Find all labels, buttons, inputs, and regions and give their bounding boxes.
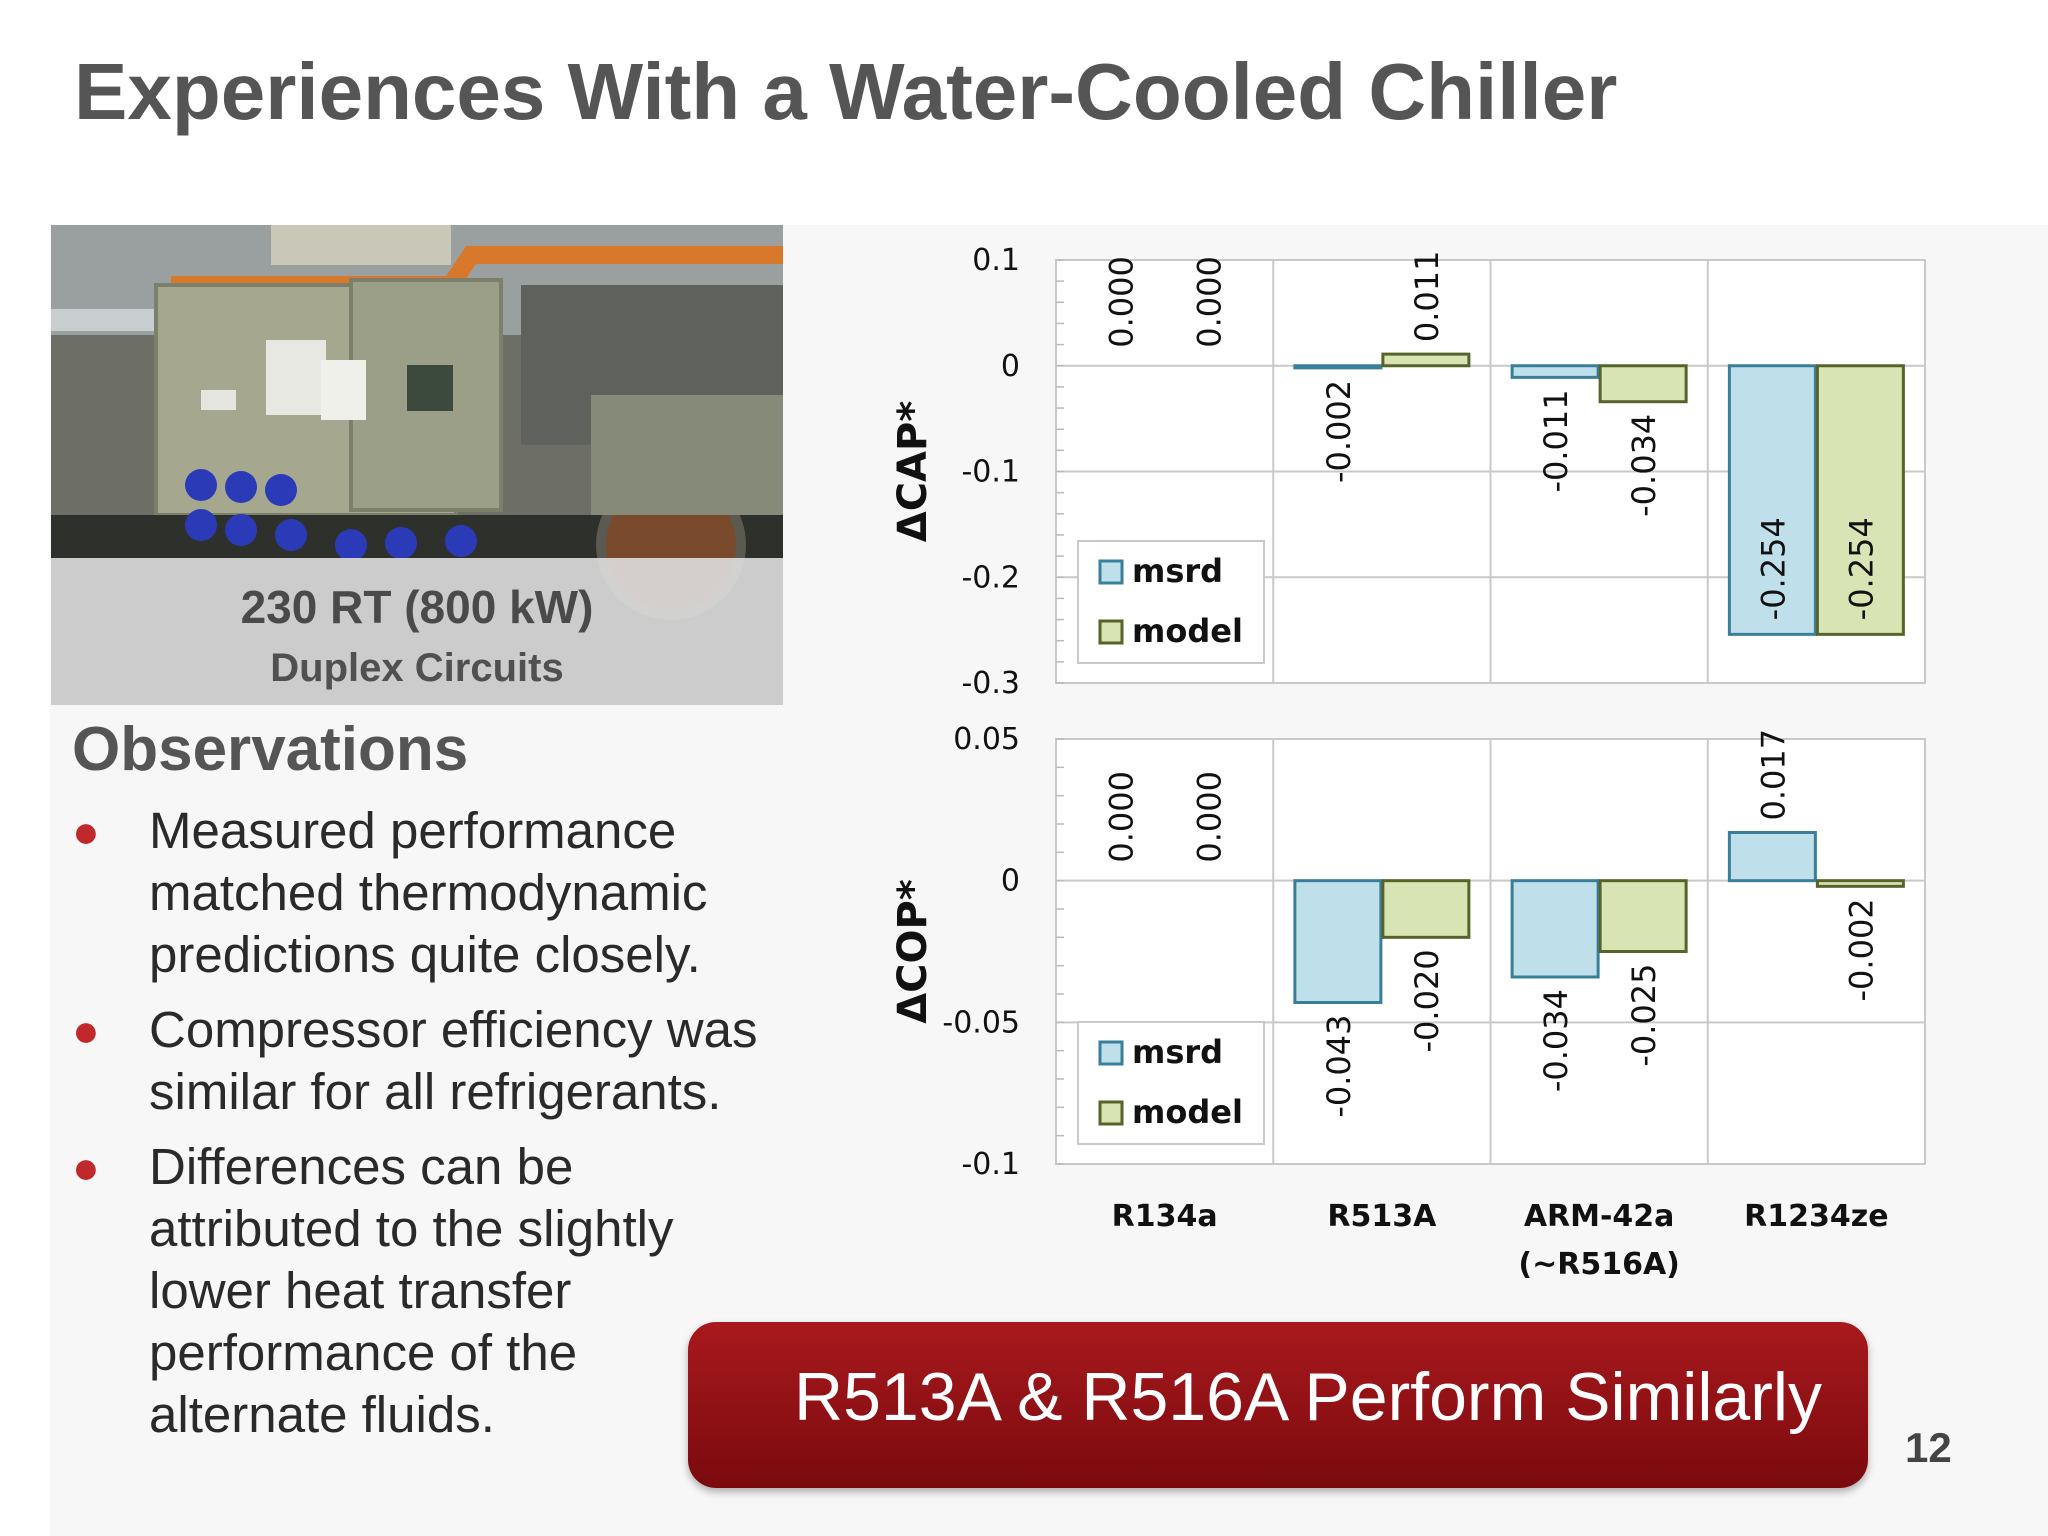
y-tick-label: -0.1 [961, 455, 1020, 490]
x-tick-label: R134a [1112, 1199, 1218, 1234]
observation-text: Differences can be attributed to the sli… [149, 1138, 674, 1443]
data-label: -0.002 [1320, 380, 1358, 483]
bar-model [1598, 364, 1688, 404]
bar-msrd [1293, 364, 1383, 370]
bar-msrd [1293, 879, 1383, 1005]
observations-heading: Observations [72, 715, 469, 784]
y-tick-label: 0 [1001, 349, 1020, 384]
y-tick-label: -0.2 [961, 560, 1020, 595]
data-label: -0.020 [1408, 949, 1446, 1052]
y-tick-label: 0.1 [972, 243, 1020, 278]
chart-panel-1: 0.05 0 -0.05 -0.1 ΔCOP* 0.000 -0.043 -0.034 0.01… [890, 722, 1926, 1282]
bar-model [1381, 352, 1471, 368]
conclusion-banner-text: R513A & R516A Perform Similarly [794, 1359, 1822, 1435]
legend-label: model [1132, 1093, 1243, 1131]
bar-msrd [1727, 831, 1817, 883]
y-tick-label: 0.05 [953, 722, 1020, 757]
y-axis-label: ΔCAP* [890, 401, 936, 543]
y-tick-label: -0.3 [961, 666, 1020, 701]
chiller-photo: 230 RT (800 kW) Duplex Circuits [51, 225, 783, 705]
y-axis-label: ΔCOP* [890, 879, 936, 1024]
observation-item: ● Measured performance matched thermodyna… [72, 800, 872, 986]
data-label: 0.000 [1103, 256, 1141, 348]
legend-swatch [1098, 1100, 1124, 1126]
data-label: -0.254 [1842, 517, 1880, 620]
legend-swatch [1098, 619, 1124, 645]
conclusion-banner: R513A & R516A Perform Similarly [688, 1322, 1868, 1488]
legend-label: msrd [1132, 552, 1223, 590]
photo-caption: 230 RT (800 kW) Duplex Circuits [51, 558, 783, 705]
data-label: -0.043 [1320, 1015, 1358, 1118]
data-label: -0.034 [1625, 414, 1663, 517]
data-label: 0.000 [1191, 256, 1229, 348]
y-tick-label: -0.05 [942, 1005, 1020, 1040]
data-label: 0.000 [1191, 771, 1229, 863]
data-label: 0.011 [1408, 251, 1446, 343]
bar-msrd [1510, 364, 1600, 379]
bar-model [1815, 364, 1905, 636]
x-tick-label: ARM-42a [1524, 1199, 1675, 1234]
bullet-icon: ● [72, 1141, 100, 1193]
y-tick-label: -0.1 [961, 1147, 1020, 1182]
data-label: -0.002 [1842, 898, 1880, 1001]
data-label: -0.011 [1537, 389, 1575, 492]
legend-swatch [1098, 1040, 1124, 1066]
legend-label: msrd [1132, 1033, 1223, 1071]
bullet-icon: ● [72, 805, 100, 857]
bar-msrd [1510, 879, 1600, 979]
bullet-icon: ● [72, 1004, 100, 1056]
observation-item: ● Differences can be attributed to the sl… [72, 1136, 709, 1446]
data-label: 0.000 [1103, 771, 1141, 863]
bar-model [1381, 879, 1471, 939]
legend-swatch [1098, 559, 1124, 585]
y-tick-label: 0 [1001, 864, 1020, 899]
x-tick-sublabel: (~R516A) [1518, 1247, 1680, 1282]
data-label: -0.254 [1754, 517, 1792, 620]
chart-panel-0: 0.1 0 -0.1 -0.2 -0.3 ΔCAP* 0.000 -0.002 -0.011 -0… [890, 243, 1926, 701]
x-tick-label: R513A [1327, 1199, 1437, 1234]
legend-label: model [1132, 612, 1243, 650]
slide-title: Experiences With a Water-Cooled Chiller [74, 47, 1618, 136]
data-label: -0.034 [1537, 989, 1575, 1092]
data-label: 0.017 [1754, 729, 1792, 821]
observations-list: ● Measured performance matched thermodyna… [72, 800, 872, 1459]
data-label: -0.025 [1625, 964, 1663, 1067]
bar-model [1598, 879, 1688, 954]
photo-caption-capacity: 230 RT (800 kW) [240, 581, 594, 633]
photo-caption-circuits: Duplex Circuits [270, 646, 564, 690]
x-tick-label: R1234ze [1744, 1199, 1888, 1234]
observation-text: Measured performance matched thermodynam… [149, 802, 708, 983]
bar-model [1815, 879, 1905, 888]
observation-item: ● Compressor efficiency was similar for a… [72, 999, 872, 1123]
bar-msrd [1727, 364, 1817, 636]
observation-text: Compressor efficiency was similar for al… [149, 1001, 758, 1120]
page-number: 12 [1905, 1424, 1952, 1471]
